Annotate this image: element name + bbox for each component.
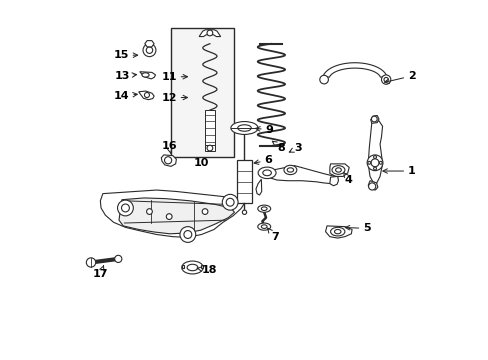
Bar xyxy=(205,145,214,151)
Circle shape xyxy=(142,44,156,57)
Ellipse shape xyxy=(262,170,271,176)
Circle shape xyxy=(319,75,328,84)
Bar xyxy=(237,160,251,203)
Text: 9: 9 xyxy=(255,125,273,135)
Text: 12: 12 xyxy=(161,93,187,103)
Ellipse shape xyxy=(335,168,341,172)
Bar xyxy=(171,28,233,157)
Ellipse shape xyxy=(142,73,149,77)
Ellipse shape xyxy=(261,225,266,228)
Text: 10: 10 xyxy=(193,158,209,168)
Circle shape xyxy=(121,204,129,212)
Text: 2: 2 xyxy=(384,71,415,84)
Text: 13: 13 xyxy=(114,71,136,81)
Ellipse shape xyxy=(257,223,270,230)
Circle shape xyxy=(183,230,191,238)
Polygon shape xyxy=(329,164,348,176)
Text: 1: 1 xyxy=(382,166,415,176)
Text: 14: 14 xyxy=(114,91,137,101)
Text: 17: 17 xyxy=(92,266,108,279)
Bar xyxy=(204,110,215,146)
Ellipse shape xyxy=(182,261,203,274)
Polygon shape xyxy=(182,265,184,267)
Text: 8: 8 xyxy=(272,141,285,153)
Polygon shape xyxy=(100,190,244,237)
Polygon shape xyxy=(367,181,377,190)
Text: 11: 11 xyxy=(161,72,187,82)
Circle shape xyxy=(206,30,212,36)
Circle shape xyxy=(370,159,378,167)
Circle shape xyxy=(371,116,376,122)
Ellipse shape xyxy=(286,168,293,172)
Polygon shape xyxy=(119,198,234,234)
Circle shape xyxy=(373,167,376,170)
Circle shape xyxy=(86,258,96,267)
Circle shape xyxy=(242,210,246,215)
Ellipse shape xyxy=(258,167,276,179)
Circle shape xyxy=(146,209,152,215)
Circle shape xyxy=(166,214,172,220)
Polygon shape xyxy=(329,176,338,186)
Polygon shape xyxy=(325,226,351,238)
Polygon shape xyxy=(255,179,261,195)
Circle shape xyxy=(144,93,149,98)
Text: 15: 15 xyxy=(113,50,137,60)
Text: 5: 5 xyxy=(345,224,370,233)
Text: 3: 3 xyxy=(289,143,302,153)
Polygon shape xyxy=(161,155,176,166)
Polygon shape xyxy=(144,41,154,47)
Ellipse shape xyxy=(334,229,340,234)
Text: 4: 4 xyxy=(343,172,352,185)
Polygon shape xyxy=(367,121,382,184)
Ellipse shape xyxy=(284,165,296,175)
Circle shape xyxy=(222,194,238,210)
Polygon shape xyxy=(323,63,386,77)
Polygon shape xyxy=(139,91,154,100)
Circle shape xyxy=(379,161,382,164)
Ellipse shape xyxy=(257,205,270,212)
Circle shape xyxy=(383,77,387,82)
Circle shape xyxy=(164,157,171,164)
Circle shape xyxy=(117,200,133,216)
Circle shape xyxy=(115,255,122,262)
Polygon shape xyxy=(201,265,203,267)
Polygon shape xyxy=(260,166,337,184)
Polygon shape xyxy=(140,72,155,79)
Circle shape xyxy=(381,75,390,84)
Ellipse shape xyxy=(330,227,344,236)
Ellipse shape xyxy=(261,207,266,211)
Ellipse shape xyxy=(237,125,251,131)
Text: 7: 7 xyxy=(267,228,278,242)
Circle shape xyxy=(226,198,234,206)
Circle shape xyxy=(368,183,375,190)
Circle shape xyxy=(146,47,152,53)
Circle shape xyxy=(202,209,207,215)
Ellipse shape xyxy=(230,122,258,134)
Ellipse shape xyxy=(187,264,198,271)
Circle shape xyxy=(373,156,376,158)
Text: 18: 18 xyxy=(197,265,217,275)
Polygon shape xyxy=(199,30,220,37)
Text: 16: 16 xyxy=(161,141,177,154)
Circle shape xyxy=(206,145,212,151)
Circle shape xyxy=(366,155,382,171)
Text: 6: 6 xyxy=(254,155,271,165)
Ellipse shape xyxy=(331,166,344,174)
Circle shape xyxy=(367,161,370,164)
Circle shape xyxy=(180,226,195,242)
Polygon shape xyxy=(370,116,378,123)
